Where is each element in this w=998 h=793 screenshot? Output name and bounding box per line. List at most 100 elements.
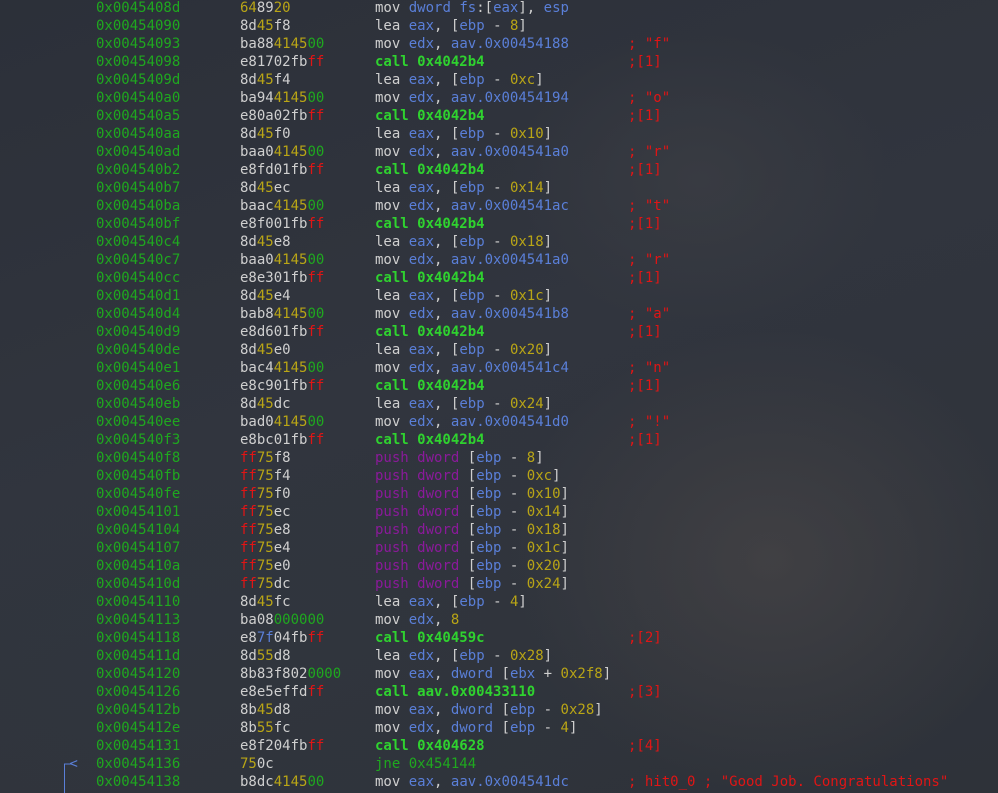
disasm-line[interactable]: 0x0045408d 648920 mov dword fs:[eax], esp xyxy=(0,0,998,17)
address[interactable]: 0x00454120 xyxy=(96,666,181,682)
disasm-line[interactable]: 0x004540eb 8d45dc lea eax, [ebp - 0x24] xyxy=(0,395,998,413)
address[interactable]: 0x004540bf xyxy=(96,216,181,232)
address[interactable]: 0x004540ba xyxy=(96,198,181,214)
disasm-line[interactable]: 0x00454107 ff75e4 push dword [ebp - 0x1c] xyxy=(0,539,998,557)
address[interactable]: 0x0045410d xyxy=(96,576,181,592)
address[interactable]: 0x004540f3 xyxy=(96,432,181,448)
disasm-line[interactable]: 0x004540e6 e8c901fbff call 0x4042b4 ;[1] xyxy=(0,377,998,395)
address[interactable]: 0x004540de xyxy=(96,342,181,358)
disasm-line[interactable]: 0x004540a0 ba94414500 mov edx, aav.0x00454… xyxy=(0,89,998,107)
address[interactable]: 0x00454098 xyxy=(96,54,181,70)
address[interactable]: 0x004540a0 xyxy=(96,90,181,106)
address[interactable]: 0x00454136 xyxy=(96,756,181,772)
address[interactable]: 0x00454113 xyxy=(96,612,181,628)
disasm-line[interactable]: 0x004540f3 e8bc01fbff call 0x4042b4 ;[1] xyxy=(0,431,998,449)
address[interactable]: 0x00454093 xyxy=(96,36,181,52)
disasm-line[interactable]: 0x004540d9 e8d601fbff call 0x4042b4 ;[1] xyxy=(0,323,998,341)
disasm-line[interactable]: 0x004540bf e8f001fbff call 0x4042b4 ;[1] xyxy=(0,215,998,233)
disasm-line[interactable]: 0x00454120 8b83f8020000 mov eax, dword [eb… xyxy=(0,665,998,683)
disasm-line[interactable]: —< 0x00454136 750c jne 0x454144 xyxy=(0,755,998,773)
disasm-line[interactable]: 0x00454138 b8dc414500 mov eax, aav.0x00454… xyxy=(0,773,998,791)
address[interactable]: 0x004540c7 xyxy=(96,252,181,268)
disasm-line[interactable]: 0x004540fb ff75f4 push dword [ebp - 0xc] xyxy=(0,467,998,485)
disasm-line[interactable]: 0x00454113 ba08000000 mov edx, 8 xyxy=(0,611,998,629)
address[interactable]: 0x004540eb xyxy=(96,396,181,412)
address[interactable]: 0x00454090 xyxy=(96,18,181,34)
address[interactable]: 0x004540b2 xyxy=(96,162,181,178)
address[interactable]: 0x004540d9 xyxy=(96,324,181,340)
address[interactable]: 0x0045411d xyxy=(96,648,181,664)
instruction: call 0x4042b4 xyxy=(375,162,485,178)
disasm-line[interactable]: 0x004540d4 bab8414500 mov edx, aav.0x00454… xyxy=(0,305,998,323)
address[interactable]: 0x004540c4 xyxy=(96,234,181,250)
address[interactable]: 0x0045409d xyxy=(96,72,181,88)
address[interactable]: 0x004540d1 xyxy=(96,288,181,304)
disasm-line[interactable]: 0x004540a5 e80a02fbff call 0x4042b4 ;[1] xyxy=(0,107,998,125)
disasm-line[interactable]: 0x004540c4 8d45e8 lea eax, [ebp - 0x18] xyxy=(0,233,998,251)
address[interactable]: 0x0045412e xyxy=(96,720,181,736)
opcode-bytes: e8c901fbff xyxy=(240,378,325,394)
disasm-line[interactable]: 0x004540ba baac414500 mov edx, aav.0x00454… xyxy=(0,197,998,215)
disasm-line[interactable]: 0x004540aa 8d45f0 lea eax, [ebp - 0x10] xyxy=(0,125,998,143)
disasm-line[interactable]: 0x00454131 e8f204fbff call 0x404628 ;[4] xyxy=(0,737,998,755)
address[interactable]: 0x004540f8 xyxy=(96,450,181,466)
opcode-bytes: e8fd01fbff xyxy=(240,162,325,178)
address[interactable]: 0x0045410a xyxy=(96,558,181,574)
disasm-line[interactable]: 0x00454098 e81702fbff call 0x4042b4 ;[1] xyxy=(0,53,998,71)
disasm-line[interactable]: 0x0045410d ff75dc push dword [ebp - 0x24] xyxy=(0,575,998,593)
disasm-line[interactable]: 0x0045412b 8b45d8 mov eax, dword [ebp - 0x… xyxy=(0,701,998,719)
disasm-line[interactable]: 0x004540fe ff75f0 push dword [ebp - 0x10] xyxy=(0,485,998,503)
address[interactable]: 0x00454126 xyxy=(96,684,181,700)
address[interactable]: 0x004540d4 xyxy=(96,306,181,322)
opcode-bytes: e80a02fbff xyxy=(240,108,325,124)
disasm-line[interactable]: 0x00454090 8d45f8 lea eax, [ebp - 8] xyxy=(0,17,998,35)
address[interactable]: 0x0045412b xyxy=(96,702,181,718)
disasm-line[interactable]: 0x0045409d 8d45f4 lea eax, [ebp - 0xc] xyxy=(0,71,998,89)
address[interactable]: 0x004540ad xyxy=(96,144,181,160)
instruction: lea eax, [ebp - 0x14] xyxy=(375,180,553,196)
address[interactable]: 0x004540aa xyxy=(96,126,181,142)
address[interactable]: 0x00454104 xyxy=(96,522,181,538)
address[interactable]: 0x00454118 xyxy=(96,630,181,646)
disasm-line[interactable]: 0x00454118 e87f04fbff call 0x40459c ;[2] xyxy=(0,629,998,647)
address[interactable]: 0x00454131 xyxy=(96,738,181,754)
disasm-line[interactable]: 0x004540b7 8d45ec lea eax, [ebp - 0x14] xyxy=(0,179,998,197)
instruction: lea eax, [ebp - 0x20] xyxy=(375,342,553,358)
disasm-line[interactable]: 0x00454093 ba88414500 mov edx, aav.0x00454… xyxy=(0,35,998,53)
disasm-line[interactable]: 0x004540b2 e8fd01fbff call 0x4042b4 ;[1] xyxy=(0,161,998,179)
disasm-line[interactable]: 0x0045410a ff75e0 push dword [ebp - 0x20] xyxy=(0,557,998,575)
address[interactable]: 0x00454107 xyxy=(96,540,181,556)
disasm-line[interactable]: 0x004540e1 bac4414500 mov edx, aav.0x00454… xyxy=(0,359,998,377)
address[interactable]: 0x004540cc xyxy=(96,270,181,286)
disasm-line[interactable]: 0x00454101 ff75ec push dword [ebp - 0x14] xyxy=(0,503,998,521)
address[interactable]: 0x004540ee xyxy=(96,414,181,430)
disasm-line[interactable]: 0x004540ee bad0414500 mov edx, aav.0x00454… xyxy=(0,413,998,431)
comment: ; "!" xyxy=(628,414,671,430)
opcode-bytes: baac414500 xyxy=(240,198,325,214)
address[interactable]: 0x004540e6 xyxy=(96,378,181,394)
address[interactable]: 0x00454101 xyxy=(96,504,181,520)
disasm-line[interactable]: 0x00454126 e8e5effdff call aav.0x00433110;… xyxy=(0,683,998,701)
disasm-line[interactable]: 0x0045412e 8b55fc mov edx, dword [ebp - 4] xyxy=(0,719,998,737)
disasm-line[interactable]: 0x004540de 8d45e0 lea eax, [ebp - 0x20] xyxy=(0,341,998,359)
disasm-line[interactable]: 0x004540cc e8e301fbff call 0x4042b4 ;[1] xyxy=(0,269,998,287)
opcode-bytes: bab8414500 xyxy=(240,306,325,322)
address[interactable]: 0x004540fe xyxy=(96,486,181,502)
disasm-line[interactable]: 0x004540f8 ff75f8 push dword [ebp - 8] xyxy=(0,449,998,467)
address[interactable]: 0x004540fb xyxy=(96,468,181,484)
disasm-line[interactable]: 0x004540d1 8d45e4 lea eax, [ebp - 0x1c] xyxy=(0,287,998,305)
address[interactable]: 0x0045408d xyxy=(96,0,181,16)
address[interactable]: 0x004540e1 xyxy=(96,360,181,376)
disasm-line[interactable]: 0x00454104 ff75e8 push dword [ebp - 0x18] xyxy=(0,521,998,539)
address[interactable]: 0x00454110 xyxy=(96,594,181,610)
disasm-line[interactable]: 0x004540ad baa0414500 mov edx, aav.0x00454… xyxy=(0,143,998,161)
instruction: mov edx, 8 xyxy=(375,612,460,628)
address[interactable]: 0x004540b7 xyxy=(96,180,181,196)
address[interactable]: 0x00454138 xyxy=(96,774,181,790)
opcode-bytes: e8bc01fbff xyxy=(240,432,325,448)
instruction: call 0x4042b4 xyxy=(375,432,485,448)
address[interactable]: 0x004540a5 xyxy=(96,108,181,124)
disasm-line[interactable]: 0x00454110 8d45fc lea eax, [ebp - 4] xyxy=(0,593,998,611)
disasm-line[interactable]: 0x004540c7 baa0414500 mov edx, aav.0x00454… xyxy=(0,251,998,269)
disasm-line[interactable]: 0x0045411d 8d55d8 lea edx, [ebp - 0x28] xyxy=(0,647,998,665)
